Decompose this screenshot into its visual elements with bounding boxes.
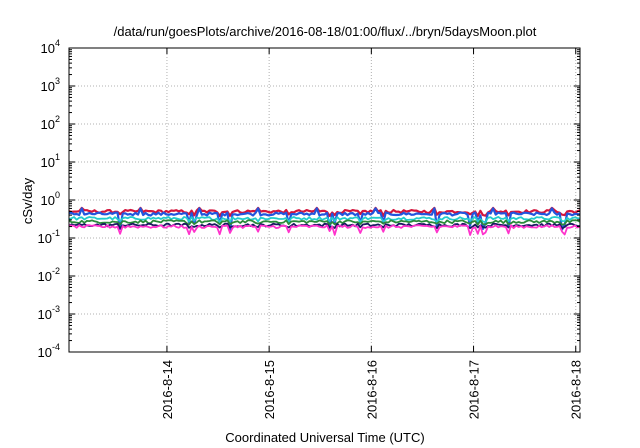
y-tick-base: 10 xyxy=(38,307,52,322)
y-tick-base: 10 xyxy=(41,155,55,170)
chart-title: /data/run/goesPlots/archive/2016-08-18/0… xyxy=(114,24,537,39)
y-tick-label: 10-1 xyxy=(38,228,60,246)
x-tick-label: 2016-8-14 xyxy=(160,360,175,419)
y-tick-label: 10-4 xyxy=(38,342,60,360)
y-tick-exponent: 0 xyxy=(55,190,60,200)
series-line xyxy=(68,207,581,232)
y-tick-label: 102 xyxy=(41,114,60,132)
series-line xyxy=(68,222,581,230)
x-tick-labels: 2016-8-14 2016-8-15 2016-8-16 2016-8-17 2016… xyxy=(160,360,584,419)
y-tick-label: 10-3 xyxy=(38,304,60,322)
y-tick-exponent: -4 xyxy=(52,342,60,352)
y-axis-label: cSv/day xyxy=(20,177,35,224)
y-tick-base: 10 xyxy=(41,117,55,132)
y-tick-label: 100 xyxy=(41,190,60,208)
series-group xyxy=(68,206,581,236)
y-tick-exponent: 2 xyxy=(55,114,60,124)
series-line xyxy=(68,219,581,226)
y-tick-base: 10 xyxy=(38,269,52,284)
y-tick-base: 10 xyxy=(41,79,55,94)
x-tick-label: 2016-8-16 xyxy=(364,360,379,419)
tick-marks xyxy=(69,47,580,353)
x-axis-label: Coordinated Universal Time (UTC) xyxy=(225,430,424,445)
y-tick-exponent: 1 xyxy=(55,152,60,162)
series-line xyxy=(68,215,581,224)
y-tick-exponent: -3 xyxy=(52,304,60,314)
y-tick-exponent: 4 xyxy=(55,38,60,48)
y-tick-label: 10-2 xyxy=(38,266,60,284)
x-tick-label: 2016-8-15 xyxy=(262,360,277,419)
x-tick-label: 2016-8-18 xyxy=(569,360,584,419)
y-tick-exponent: -1 xyxy=(52,228,60,238)
y-tick-exponent: -2 xyxy=(52,266,60,276)
y-tick-base: 10 xyxy=(41,193,55,208)
series-line xyxy=(68,224,581,236)
y-tick-label: 104 xyxy=(41,38,60,56)
y-tick-label: 103 xyxy=(41,76,60,94)
y-tick-base: 10 xyxy=(38,231,52,246)
y-tick-exponent: 3 xyxy=(55,76,60,86)
x-tick-label: 2016-8-17 xyxy=(467,360,482,419)
y-tick-base: 10 xyxy=(41,41,55,56)
y-tick-label: 101 xyxy=(41,152,60,170)
grid xyxy=(69,48,580,352)
y-tick-base: 10 xyxy=(38,345,52,360)
